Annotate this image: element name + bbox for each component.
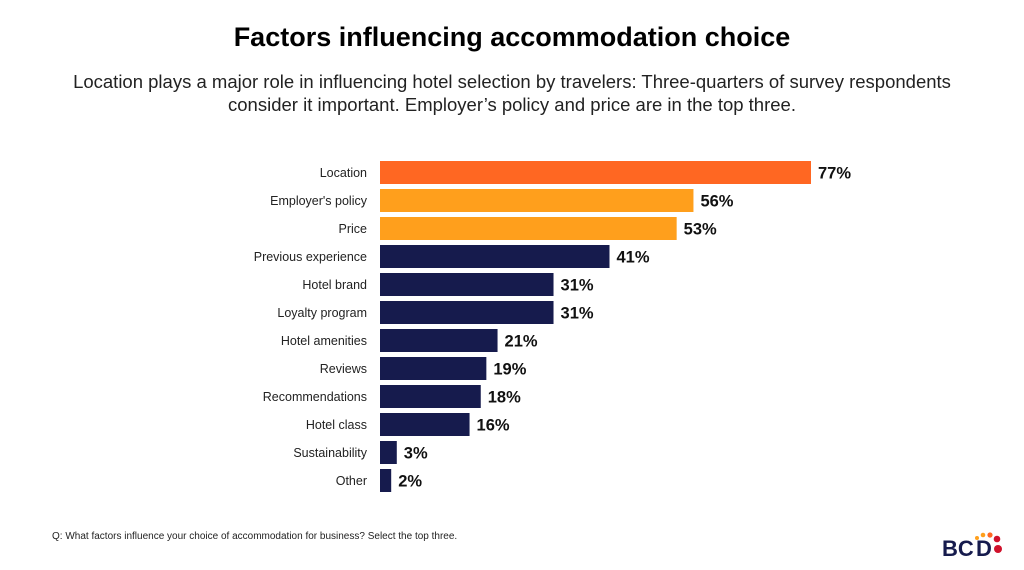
category-label: Previous experience (254, 250, 367, 264)
category-label: Reviews (320, 362, 367, 376)
data-label: 3% (404, 445, 428, 463)
category-label: Hotel amenities (281, 334, 367, 348)
bar-chart: Location 77% Employer's policy 56% Price 53% P… (254, 161, 851, 492)
chart-title: Factors influencing accommodation choice (233, 22, 791, 52)
data-label: 77% (818, 165, 851, 183)
data-label: 41% (616, 249, 649, 267)
svg-text:BC: BC (942, 536, 974, 561)
bar (380, 217, 677, 240)
category-label: Sustainability (293, 446, 367, 460)
data-label: 56% (700, 193, 733, 211)
category-label: Other (336, 474, 367, 488)
bar (380, 189, 694, 212)
category-label: Recommendations (263, 390, 367, 404)
data-label: 18% (488, 389, 521, 407)
data-label: 2% (398, 473, 422, 491)
category-label: Location (320, 166, 367, 180)
category-label: Loyalty program (277, 306, 367, 320)
data-label: 31% (561, 277, 594, 295)
data-label: 16% (477, 417, 510, 435)
data-label: 31% (561, 305, 594, 323)
chart-subtitle: Location plays a major role in influenci… (73, 71, 951, 115)
svg-text:D: D (976, 536, 992, 561)
bar (380, 441, 397, 464)
bar (380, 357, 487, 380)
category-label: Hotel brand (302, 278, 367, 292)
footnote: Q: What factors influence your choice of… (52, 531, 458, 542)
bar (380, 385, 481, 408)
data-label: 53% (684, 221, 717, 239)
bar (380, 469, 392, 492)
category-label: Price (339, 222, 368, 236)
bar (380, 273, 554, 296)
bar (380, 413, 470, 436)
data-label: 19% (493, 361, 526, 379)
bar (380, 245, 610, 268)
data-label: 21% (505, 333, 538, 351)
category-label: Hotel class (306, 418, 367, 432)
bar (380, 161, 811, 184)
bcd-logo: BC D (942, 532, 1002, 561)
bar (380, 329, 498, 352)
bar (380, 301, 554, 324)
category-label: Employer's policy (270, 194, 368, 208)
